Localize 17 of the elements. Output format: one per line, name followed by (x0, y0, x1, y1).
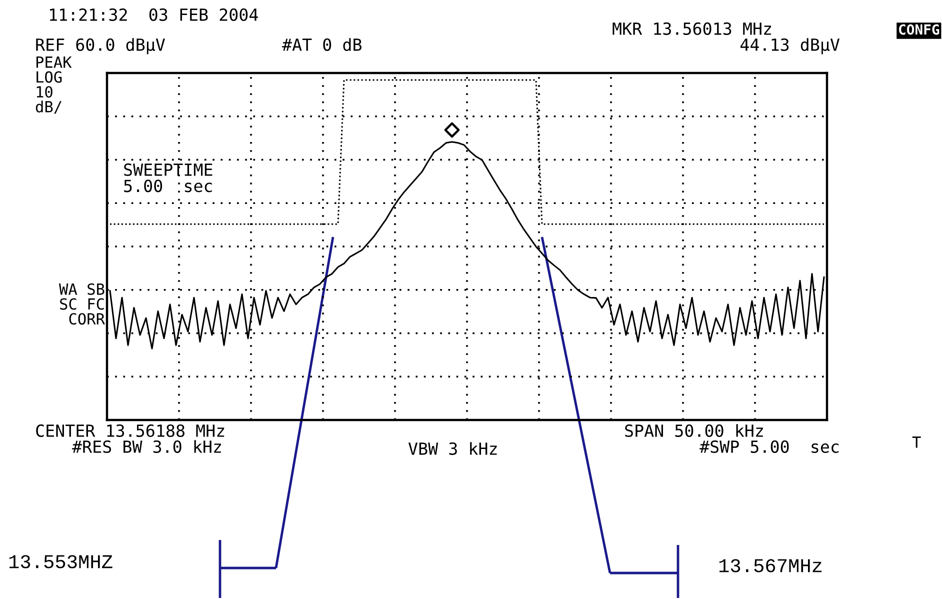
text: MKR 13.56013 MHz (612, 22, 771, 35)
text: PEAK LOG 10 dB/ (36, 56, 72, 114)
text: #AT 0 dB (282, 38, 362, 51)
text: SPAN 50.00 kHz (625, 424, 763, 437)
text: REF 60.0 dBµV (36, 38, 165, 54)
text: T (912, 436, 921, 448)
text: #SWP 5.00 sec (700, 440, 839, 453)
text: CONFG (899, 24, 940, 35)
text: #RES BW 3.0 kHz (72, 440, 221, 453)
annotation: SWEEPTIME 5.00 sec (124, 163, 212, 192)
text: 11:21:32 03 FEB 2004 (50, 8, 258, 21)
text: 13.567MHz (719, 559, 822, 572)
text: WA SB SC FC CORR (59, 283, 105, 325)
text: VBW 3 kHz (408, 442, 497, 455)
text: CENTER 13.56188 MHz (36, 424, 224, 437)
text: 13.553MHZ (9, 555, 112, 568)
text: 44.13 dBµV (740, 38, 840, 54)
